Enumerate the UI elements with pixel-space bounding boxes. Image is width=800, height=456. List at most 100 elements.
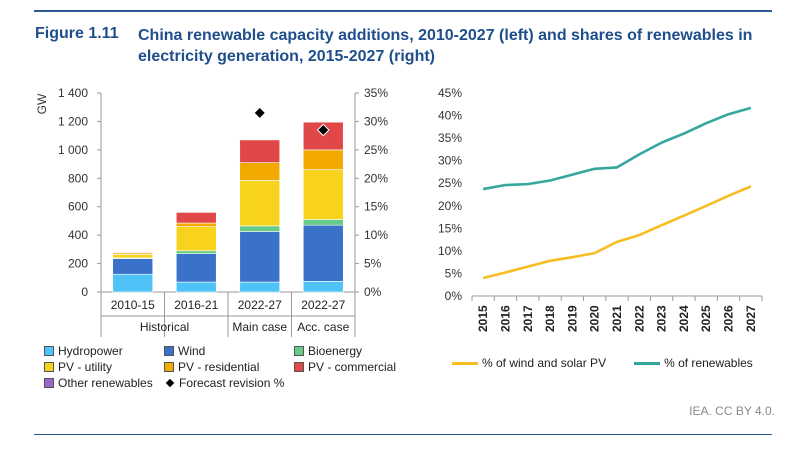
x-tick-label: 2021	[610, 305, 624, 332]
y-tick-label: 600	[68, 200, 88, 214]
bar-segment	[302, 281, 344, 293]
x-tick-label: 2027	[744, 305, 758, 332]
forecast-revision-marker	[253, 106, 267, 120]
legend-label: % of wind and solar PV	[482, 356, 607, 370]
top-rule	[34, 10, 772, 12]
bar-segment	[239, 162, 281, 181]
legend-item-wind: Wind	[164, 343, 294, 358]
y-tick-label: 40%	[438, 109, 462, 123]
x-tick-label: 2018	[543, 305, 557, 332]
legend-label: PV - commercial	[308, 359, 397, 374]
legend-item-pv-utility: PV - utility	[44, 359, 164, 374]
x-tick-label: 2022	[632, 305, 646, 332]
legend-item-renewables-share: % of renewables	[634, 356, 753, 370]
x-tick-label: 2023	[655, 305, 669, 332]
y2-tick-label: 15%	[364, 200, 388, 214]
y2-tick-label: 30%	[364, 114, 388, 128]
bar-segment	[175, 222, 217, 227]
legend-item-pv-residential: PV - residential	[164, 359, 294, 374]
forecast-revision-marker	[316, 123, 330, 137]
group-label: Acc. case	[297, 320, 349, 334]
line-legend: % of wind and solar PV % of renewables	[452, 356, 753, 370]
bar-segment	[302, 169, 344, 220]
y-tick-label: 15%	[438, 221, 462, 235]
x-tick-label: 2024	[677, 305, 691, 332]
legend-label: Other renewables	[58, 375, 153, 390]
y-tick-label: 25%	[438, 176, 462, 190]
figure-label: Figure 1.11	[35, 25, 119, 42]
category-label: 2022-27	[238, 298, 282, 312]
legend-item-hydropower: Hydropower	[44, 343, 164, 358]
legend-label: % of renewables	[664, 356, 753, 370]
x-tick-label: 2025	[699, 305, 713, 332]
bottom-rule	[34, 434, 772, 435]
y-tick-label: 1 200	[58, 114, 88, 128]
legend-swatch	[164, 345, 174, 356]
group-label: Main case	[232, 320, 287, 334]
y-tick-label: 5%	[445, 266, 463, 280]
legend-item-pv-commercial: PV - commercial	[294, 359, 424, 374]
x-tick-label: 2016	[498, 305, 512, 332]
y-axis-title: GW	[35, 93, 49, 114]
legend-line	[452, 361, 478, 365]
y-tick-label: 200	[68, 257, 88, 271]
x-tick-label: 2017	[521, 305, 535, 332]
bar-segment	[112, 258, 154, 275]
bar-legend: Hydropower Wind Bioenergy PV - utility P…	[44, 343, 424, 390]
category-label: 2010-15	[111, 298, 155, 312]
legend-item-wind-solar-share: % of wind and solar PV	[452, 356, 606, 370]
category-label: 2022-27	[301, 298, 345, 312]
y-tick-label: 10%	[438, 244, 462, 258]
y2-tick-label: 20%	[364, 171, 388, 185]
y2-tick-label: 25%	[364, 143, 388, 157]
legend-swatch	[44, 361, 54, 372]
y2-tick-label: 35%	[364, 86, 388, 100]
legend-swatch	[44, 345, 54, 356]
y-tick-label: 45%	[438, 86, 462, 100]
credit-line: IEA. CC BY 4.0.	[689, 404, 775, 418]
series-line	[482, 106, 752, 191]
x-tick-label: 2026	[722, 305, 736, 332]
legend-label: PV - residential	[178, 359, 260, 374]
legend-label: PV - utility	[58, 359, 113, 374]
bar-segment	[175, 253, 217, 283]
diamond-icon	[165, 378, 175, 387]
bar-segment	[112, 251, 154, 254]
bar-segment	[175, 212, 217, 224]
y2-tick-label: 10%	[364, 228, 388, 242]
legend-label: Forecast revision %	[179, 375, 285, 390]
y-tick-label: 35%	[438, 131, 462, 145]
y-tick-label: 30%	[438, 154, 462, 168]
bar-segment	[112, 273, 154, 293]
bar-segment	[175, 250, 217, 254]
x-tick-label: 2019	[565, 305, 579, 332]
legend-label: Wind	[178, 343, 206, 358]
y2-tick-label: 5%	[364, 257, 382, 271]
bar-segment	[239, 281, 281, 293]
x-tick-label: 2015	[476, 305, 490, 332]
y-tick-label: 400	[68, 228, 88, 242]
legend-swatch	[294, 361, 304, 372]
y-tick-label: 800	[68, 171, 88, 185]
legend-item-forecast-revision: Forecast revision %	[164, 375, 294, 390]
legend-line	[634, 361, 661, 365]
bar-segment	[239, 139, 281, 163]
category-label: 2016-21	[174, 298, 218, 312]
bar-segment	[112, 254, 154, 259]
bar-segment	[239, 231, 281, 283]
legend-item-other-renewables: Other renewables	[44, 375, 164, 390]
bar-segment	[302, 224, 344, 282]
legend-item-bioenergy: Bioenergy	[294, 343, 424, 358]
x-tick-label: 2020	[588, 305, 602, 332]
bar-segment	[175, 281, 217, 293]
group-label: Historical	[140, 320, 189, 334]
y-tick-label: 0%	[445, 289, 463, 303]
bar-segment	[239, 225, 281, 232]
y2-tick-label: 0%	[364, 285, 382, 299]
y-tick-label: 1 400	[58, 86, 88, 100]
y-tick-label: 1 000	[58, 143, 88, 157]
legend-label: Hydropower	[58, 343, 123, 358]
figure-title: China renewable capacity additions, 2010…	[138, 27, 753, 65]
series-line	[482, 185, 752, 280]
